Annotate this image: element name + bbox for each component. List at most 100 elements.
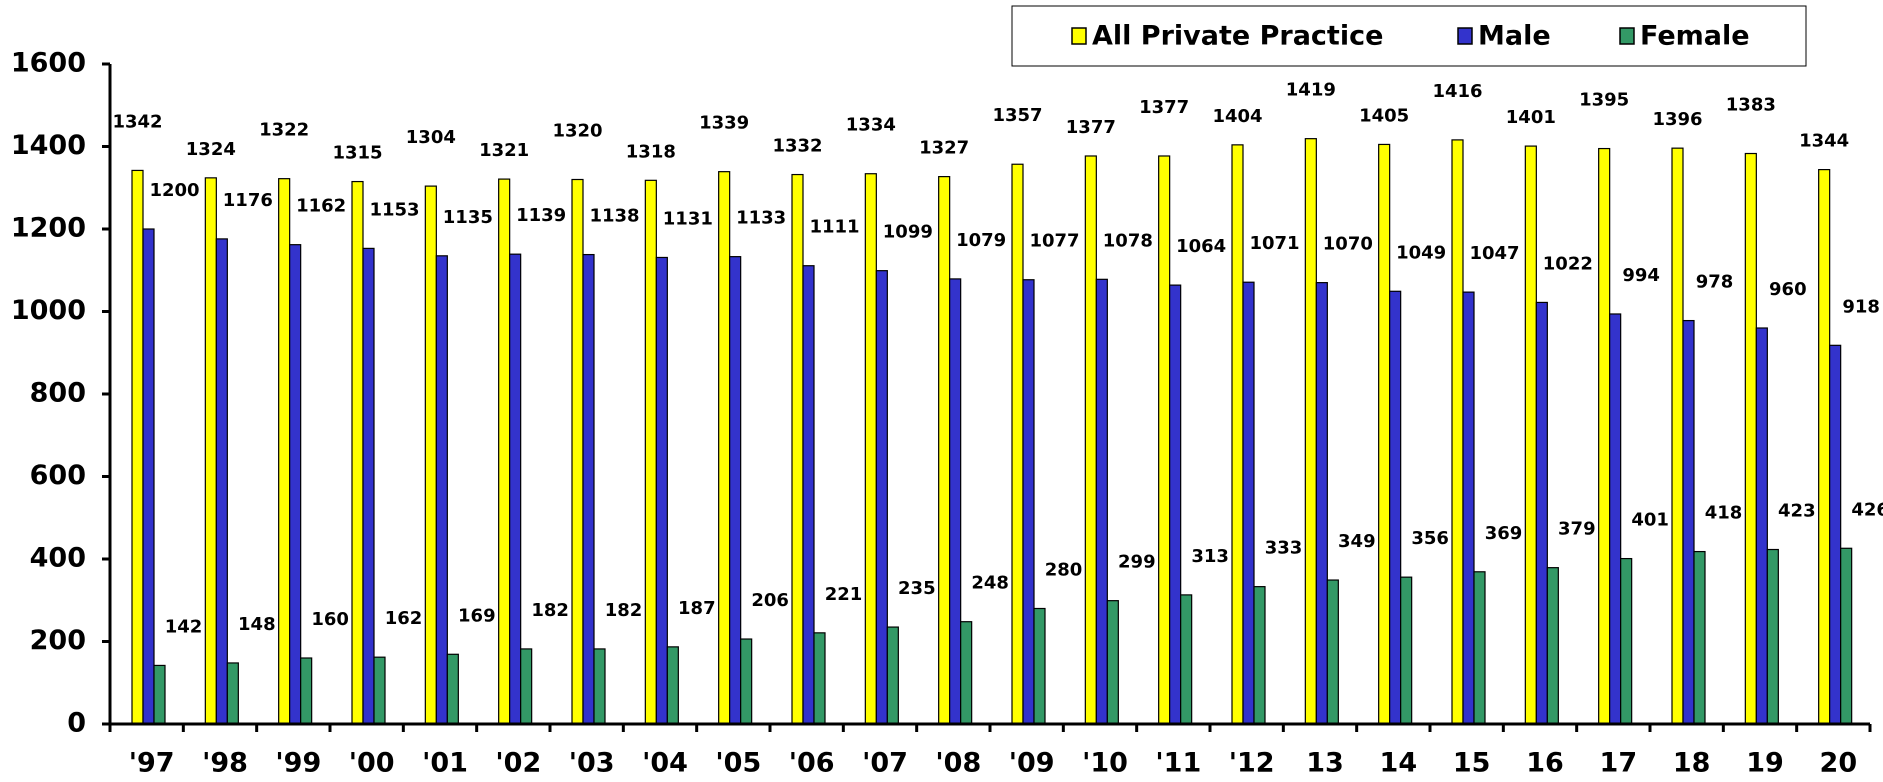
bar	[1473, 571, 1486, 725]
bar	[1158, 155, 1171, 725]
data-label: 1404	[1212, 106, 1262, 127]
bar	[813, 632, 826, 725]
bar	[153, 664, 166, 725]
data-label: 1078	[1103, 230, 1153, 251]
data-label: 960	[1769, 279, 1807, 300]
bar	[1253, 586, 1266, 725]
data-label: 1383	[1726, 95, 1776, 116]
bar	[1022, 279, 1035, 725]
data-label: 148	[238, 614, 276, 635]
bar	[886, 626, 899, 725]
y-tick-label: 200	[30, 625, 86, 656]
bar	[1766, 548, 1779, 725]
data-label: 1139	[516, 205, 566, 226]
data-label: 1304	[406, 127, 456, 148]
data-label: 221	[825, 584, 863, 605]
bar	[300, 657, 313, 725]
y-tick-label: 1600	[11, 48, 86, 79]
data-label: 160	[311, 609, 349, 630]
bar	[1378, 143, 1391, 725]
data-label: 1318	[626, 141, 676, 162]
data-label: 1416	[1432, 81, 1482, 102]
bar	[1598, 147, 1611, 725]
bar	[875, 270, 888, 725]
data-label: 169	[458, 605, 496, 626]
data-label: 423	[1778, 501, 1816, 522]
bar	[1693, 550, 1706, 725]
data-label: 1322	[259, 120, 309, 141]
bar	[1755, 327, 1768, 725]
data-label: 1200	[149, 180, 199, 201]
data-label: 1324	[186, 139, 236, 160]
x-tick-label: '05	[715, 748, 761, 779]
bar	[644, 179, 657, 725]
data-label: 918	[1842, 296, 1880, 317]
bar	[1829, 344, 1842, 725]
data-label: 401	[1631, 510, 1669, 531]
data-label: 1135	[443, 207, 493, 228]
bar	[740, 638, 753, 725]
data-label: 418	[1705, 503, 1743, 524]
data-label: 1153	[369, 199, 419, 220]
bar	[666, 646, 679, 725]
bar	[1620, 557, 1633, 725]
x-tick-label: '12	[1229, 748, 1275, 779]
x-tick-label: '01	[422, 748, 468, 779]
data-label: 235	[898, 578, 936, 599]
bar	[362, 247, 375, 725]
x-tick-label: '04	[642, 748, 688, 779]
data-label: 1176	[223, 190, 273, 211]
x-tick-label: '03	[569, 748, 615, 779]
bar	[204, 177, 217, 725]
data-label: 1320	[552, 121, 602, 142]
y-tick-label: 800	[30, 378, 86, 409]
x-tick-label: 17	[1600, 748, 1638, 779]
bar	[571, 178, 584, 725]
y-tick-label: 600	[30, 460, 86, 491]
y-tick-label: 1000	[11, 295, 86, 326]
data-label: 1327	[919, 138, 969, 159]
data-label: 1396	[1652, 109, 1702, 130]
bar	[351, 180, 364, 725]
legend-swatch	[1457, 27, 1473, 45]
bar	[1326, 579, 1339, 725]
y-tick-label: 1200	[11, 213, 86, 244]
data-label: 1049	[1396, 242, 1446, 263]
y-tick-label: 1400	[11, 130, 86, 161]
data-label: 1077	[1029, 231, 1079, 252]
data-label: 280	[1045, 560, 1083, 581]
data-label: 1111	[809, 217, 859, 238]
x-tick-label: 15	[1453, 748, 1491, 779]
bar	[424, 185, 437, 725]
data-label: 1079	[956, 230, 1006, 251]
data-label: 426	[1851, 499, 1883, 520]
bar	[1304, 138, 1317, 725]
data-label: 1321	[479, 140, 529, 161]
data-label: 182	[605, 600, 643, 621]
x-tick-label: '02	[495, 748, 541, 779]
bar	[278, 178, 291, 725]
data-label: 1332	[772, 136, 822, 157]
bar	[435, 255, 448, 725]
bar	[1180, 594, 1193, 725]
bar	[520, 648, 533, 725]
bar	[1095, 278, 1108, 725]
bar	[960, 621, 973, 725]
data-label: 1342	[112, 111, 162, 132]
bar	[1462, 291, 1475, 725]
bar	[1671, 147, 1684, 725]
bar	[1315, 282, 1328, 725]
data-label: 1070	[1323, 234, 1373, 255]
data-label: 1377	[1066, 117, 1116, 138]
x-tick-label: '98	[202, 748, 248, 779]
bar	[1106, 600, 1119, 725]
x-tick-label: 13	[1306, 748, 1344, 779]
bar	[729, 256, 742, 725]
data-label: 1138	[589, 206, 639, 227]
bar	[938, 176, 951, 725]
bar	[1242, 281, 1255, 725]
data-label: 299	[1118, 552, 1156, 573]
data-label: 1162	[296, 196, 346, 217]
data-label: 1401	[1506, 107, 1556, 128]
x-tick-label: '97	[129, 748, 175, 779]
